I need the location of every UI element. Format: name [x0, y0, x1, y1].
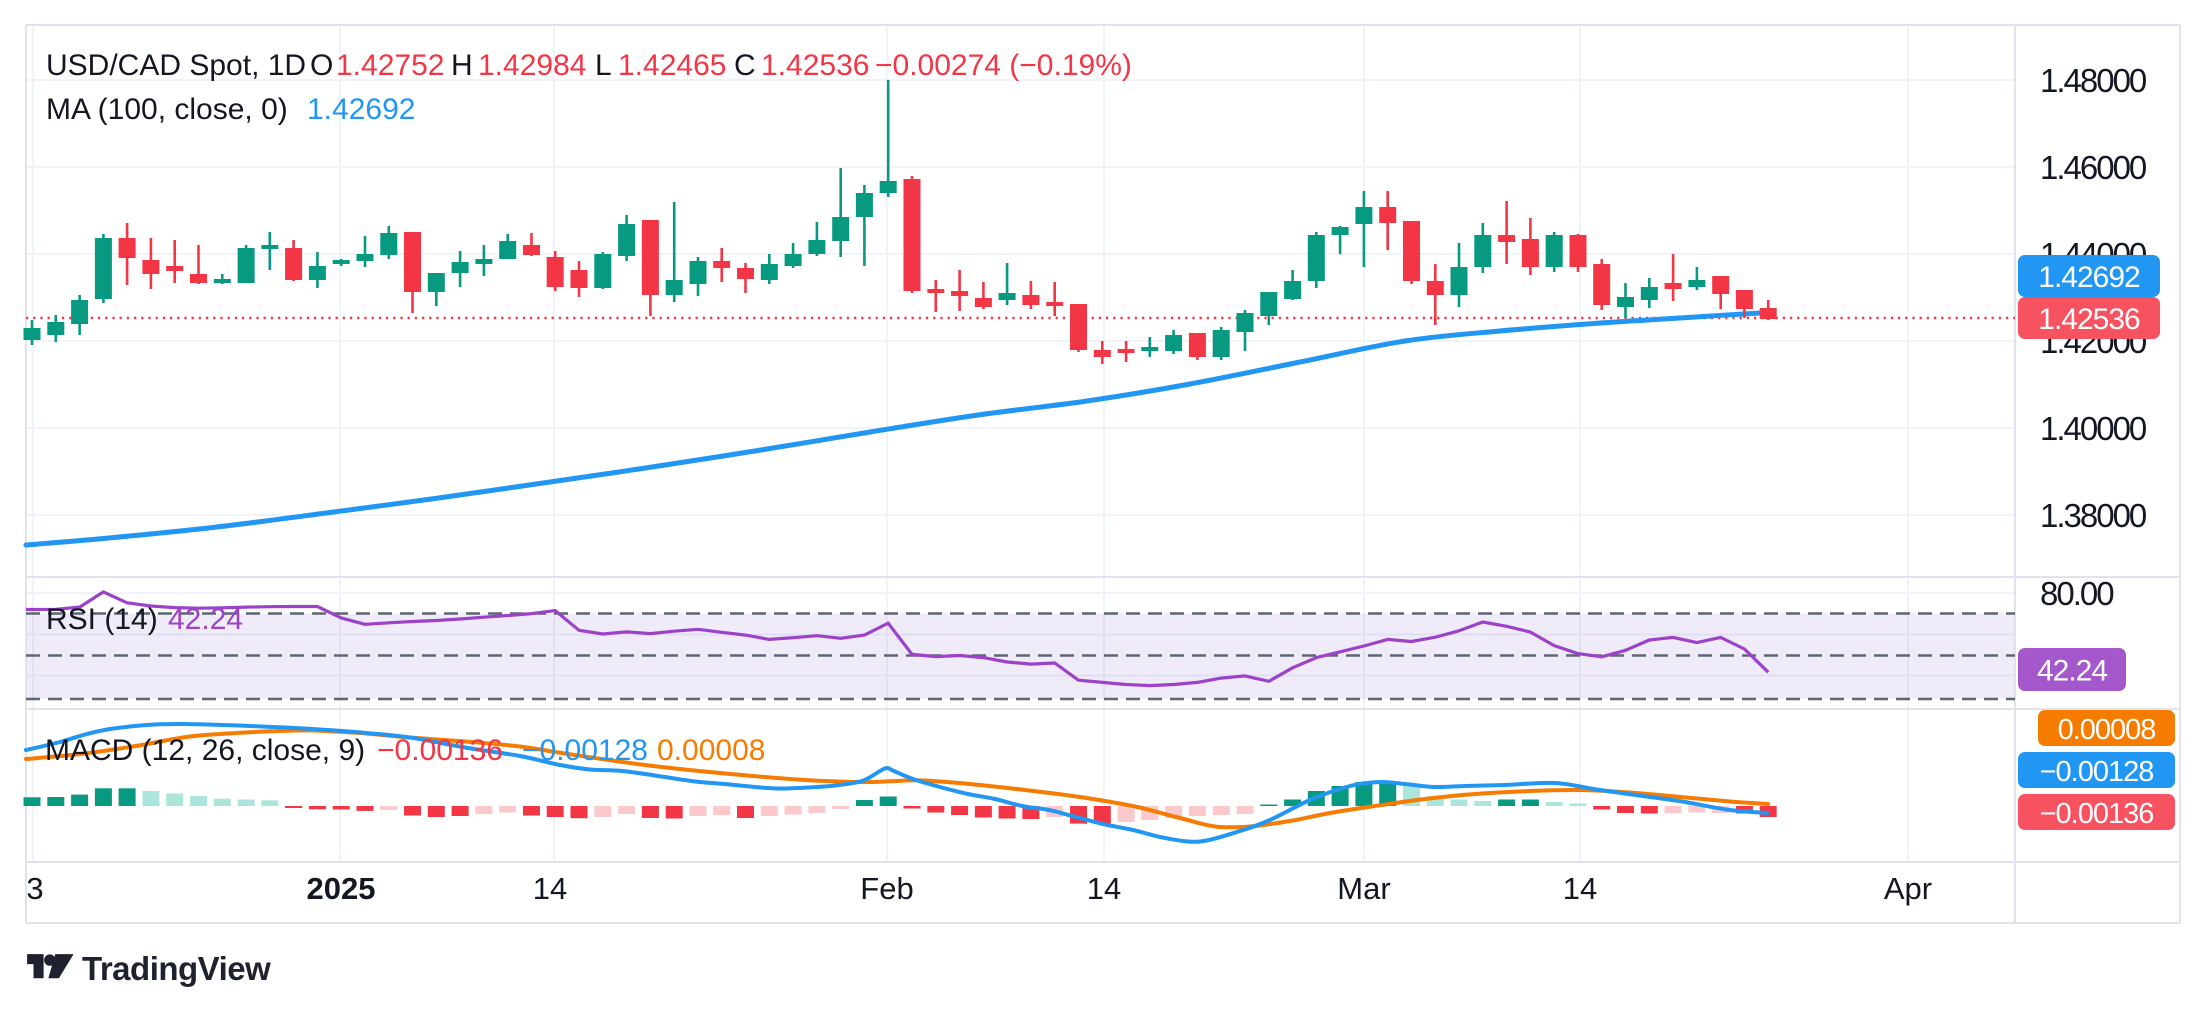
- svg-text:1.40000: 1.40000: [2040, 410, 2147, 447]
- svg-text:Mar: Mar: [1337, 871, 1390, 906]
- svg-text:1.42752: 1.42752: [336, 49, 444, 82]
- svg-text:MACD (12, 26, close, 9): MACD (12, 26, close, 9): [45, 734, 365, 767]
- svg-text:1.42536: 1.42536: [761, 49, 869, 82]
- svg-text:80.00: 80.00: [2040, 575, 2114, 612]
- svg-text:USD/CAD Spot, 1D: USD/CAD Spot, 1D: [46, 49, 306, 82]
- svg-text:−0.00136: −0.00136: [2040, 798, 2154, 830]
- svg-text:42.24: 42.24: [168, 603, 243, 636]
- svg-text:0.00008: 0.00008: [2058, 714, 2156, 746]
- svg-text:Feb: Feb: [860, 871, 913, 906]
- svg-text:14: 14: [1563, 871, 1597, 906]
- svg-text:1.42984: 1.42984: [478, 49, 586, 82]
- svg-text:RSI (14): RSI (14): [46, 603, 158, 636]
- svg-text:1.42465: 1.42465: [618, 49, 726, 82]
- svg-text:14: 14: [533, 871, 567, 906]
- svg-text:TradingView: TradingView: [82, 950, 271, 987]
- svg-text:1.46000: 1.46000: [2040, 149, 2147, 186]
- svg-text:C: C: [734, 49, 756, 82]
- svg-text:1.42536: 1.42536: [2038, 303, 2140, 336]
- svg-text:Apr: Apr: [1884, 871, 1932, 906]
- svg-text:42.24: 42.24: [2037, 655, 2107, 688]
- svg-text:1.38000: 1.38000: [2040, 497, 2147, 534]
- svg-text:1.42692: 1.42692: [307, 93, 415, 126]
- svg-text:−0.00128: −0.00128: [522, 734, 648, 767]
- svg-text:14: 14: [1087, 871, 1121, 906]
- svg-text:2025: 2025: [307, 871, 376, 906]
- svg-text:L: L: [595, 49, 612, 82]
- svg-text:−0.00274 (−0.19%): −0.00274 (−0.19%): [875, 49, 1132, 82]
- svg-text:0.00008: 0.00008: [657, 734, 765, 767]
- svg-text:−0.00136: −0.00136: [377, 734, 503, 767]
- svg-text:MA (100, close, 0): MA (100, close, 0): [46, 93, 288, 126]
- svg-text:3: 3: [26, 871, 43, 906]
- svg-text:O: O: [310, 49, 333, 82]
- svg-text:−0.00128: −0.00128: [2040, 756, 2154, 788]
- svg-text:1.48000: 1.48000: [2040, 62, 2147, 99]
- svg-text:1.42692: 1.42692: [2038, 261, 2140, 294]
- svg-text:H: H: [451, 49, 473, 82]
